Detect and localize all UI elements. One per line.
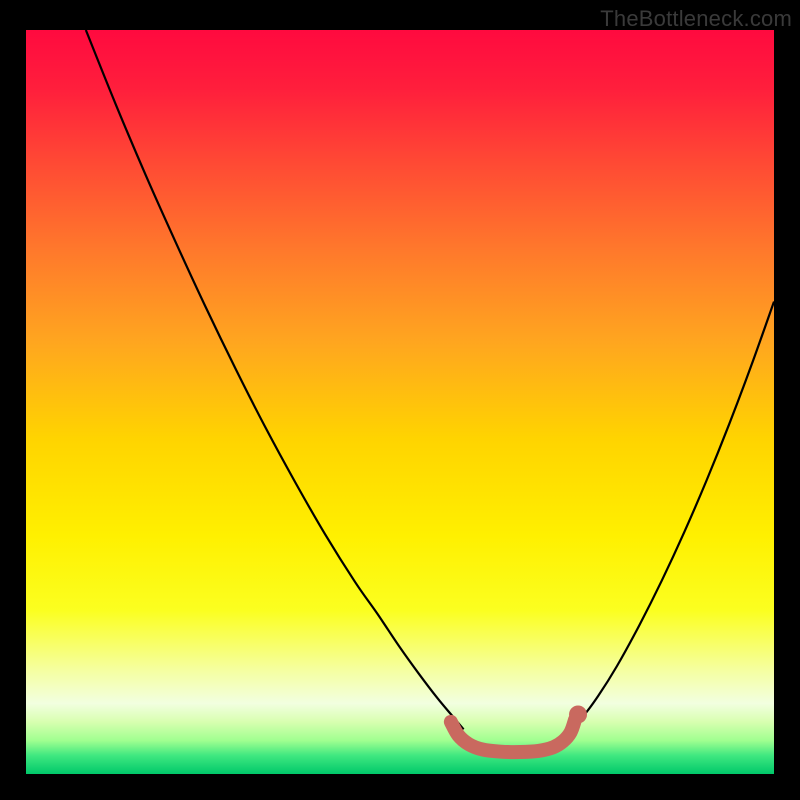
chart-canvas: TheBottleneck.com	[0, 0, 800, 800]
chart-svg	[26, 30, 774, 774]
plot-area	[26, 30, 774, 774]
watermark-text: TheBottleneck.com	[600, 6, 792, 32]
optimum-end-dot	[569, 705, 587, 723]
gradient-background	[26, 30, 774, 774]
